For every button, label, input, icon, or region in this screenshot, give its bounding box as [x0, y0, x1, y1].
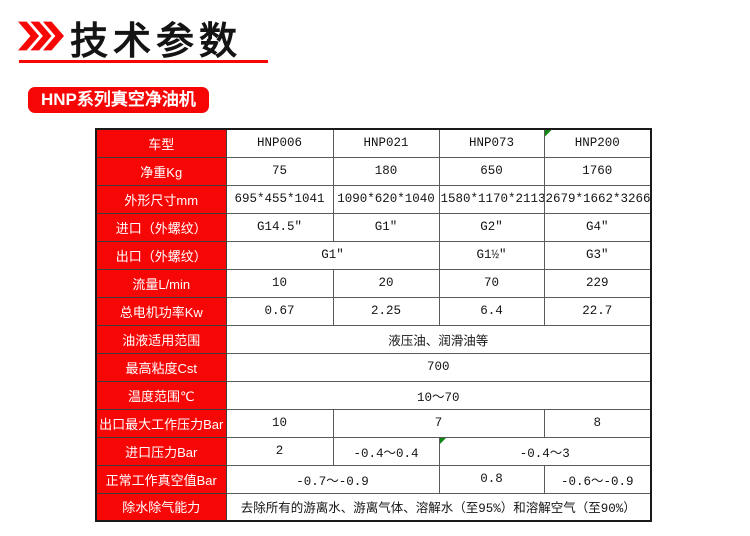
- table-row-dewater-degas: 除水除气能力 去除所有的游离水、游离气体、溶解水（至95%）和溶解空气（至90%…: [95, 492, 652, 522]
- spec-cell: HNP200: [543, 128, 652, 158]
- spec-cell: G1″: [332, 212, 440, 242]
- row-label: 总电机功率Kw: [95, 296, 227, 326]
- title-underline: [19, 60, 268, 63]
- row-label: 车型: [95, 128, 227, 158]
- spec-cell: 75: [225, 156, 334, 186]
- spec-cell: 1580*1170*2113: [438, 184, 545, 214]
- table-row-max-outlet-pressure: 出口最大工作压力Bar 10 7 8: [95, 408, 652, 438]
- spec-cell: 2: [225, 436, 334, 466]
- spec-cell-text: -0.4～3: [519, 446, 570, 461]
- spec-cell: 0.67: [225, 296, 334, 326]
- table-row-motor-power: 总电机功率Kw 0.67 2.25 6.4 22.7: [95, 296, 652, 326]
- spec-cell: -0.6～-0.9: [543, 464, 652, 494]
- spec-cell: 液压油、润滑油等: [225, 324, 652, 354]
- spec-cell: 2679*1662*3266: [543, 184, 652, 214]
- row-label: 外形尺寸mm: [95, 184, 227, 214]
- spec-cell: HNP073: [438, 128, 545, 158]
- spec-cell: 229: [543, 268, 652, 298]
- page-title: 技术参数: [70, 21, 243, 63]
- table-row-vacuum-value: 正常工作真空值Bar -0.7～-0.9 0.8 -0.6～-0.9: [95, 464, 652, 494]
- table-row-dimensions: 外形尺寸mm 695*455*1041 1090*620*1040 1580*1…: [95, 184, 652, 214]
- spec-cell: 650: [438, 156, 545, 186]
- spec-cell: 180: [332, 156, 440, 186]
- table-row-inlet-thread: 进口（外螺纹） G14.5″ G1″ G2″ G4″: [95, 212, 652, 242]
- table-row-temp-range: 温度范围℃ 10～70: [95, 380, 652, 410]
- spec-cell: G1½″: [438, 240, 545, 270]
- spec-cell: 6.4: [438, 296, 545, 326]
- spec-cell: 695*455*1041: [225, 184, 334, 214]
- spec-cell: 10～70: [225, 380, 652, 410]
- row-label: 出口（外螺纹）: [95, 240, 227, 270]
- spec-cell: 7: [332, 408, 545, 438]
- spec-cell: G1″: [225, 240, 440, 270]
- table-row-outlet-thread: 出口（外螺纹） G1″ G1½″ G3″: [95, 240, 652, 270]
- spec-cell: 2.25: [332, 296, 440, 326]
- table-row-max-viscosity: 最高粘度Cst 700: [95, 352, 652, 382]
- spec-cell: 1760: [543, 156, 652, 186]
- spec-cell: -0.4～0.4: [332, 436, 440, 466]
- spec-cell-text: HNP200: [574, 136, 620, 151]
- row-label: 出口最大工作压力Bar: [95, 408, 227, 438]
- row-label: 进口压力Bar: [95, 436, 227, 466]
- spec-cell: 22.7: [543, 296, 652, 326]
- spec-cell: -0.7～-0.9: [225, 464, 440, 494]
- spec-cell: 0.8: [438, 464, 545, 494]
- spec-cell: -0.4～3: [438, 436, 652, 466]
- spec-cell: 10: [225, 408, 334, 438]
- comment-marker-icon: [440, 438, 447, 445]
- spec-cell: 8: [543, 408, 652, 438]
- spec-cell: 去除所有的游离水、游离气体、溶解水（至95%）和溶解空气（至90%）: [225, 492, 652, 522]
- row-label: 正常工作真空值Bar: [95, 464, 227, 494]
- table-row-oil-range: 油液适用范围 液压油、润滑油等: [95, 324, 652, 354]
- table-row-weight: 净重Kg 75 180 650 1760: [95, 156, 652, 186]
- table-row-inlet-pressure: 进口压力Bar 2 -0.4～0.4 -0.4～3: [95, 436, 652, 466]
- spec-cell: HNP021: [332, 128, 440, 158]
- triple-chevron-right-icon: [18, 21, 64, 51]
- row-label: 净重Kg: [95, 156, 227, 186]
- spec-cell: 10: [225, 268, 334, 298]
- comment-marker-icon: [545, 130, 552, 137]
- row-label: 除水除气能力: [95, 492, 227, 522]
- row-label: 流量L/min: [95, 268, 227, 298]
- spec-cell: G2″: [438, 212, 545, 242]
- row-label: 最高粘度Cst: [95, 352, 227, 382]
- series-badge: HNP系列真空净油机: [28, 87, 209, 113]
- row-label: 温度范围℃: [95, 380, 227, 410]
- spec-cell: HNP006: [225, 128, 334, 158]
- spec-cell: 70: [438, 268, 545, 298]
- spec-cell: 700: [225, 352, 652, 382]
- row-label: 油液适用范围: [95, 324, 227, 354]
- spec-cell: G4″: [543, 212, 652, 242]
- table-row-model: 车型 HNP006 HNP021 HNP073 HNP200: [95, 128, 652, 158]
- spec-cell: 1090*620*1040: [332, 184, 440, 214]
- spec-cell: G3″: [543, 240, 652, 270]
- row-label: 进口（外螺纹）: [95, 212, 227, 242]
- spec-cell: 20: [332, 268, 440, 298]
- spec-cell: G14.5″: [225, 212, 334, 242]
- table-row-flow: 流量L/min 10 20 70 229: [95, 268, 652, 298]
- spec-table: 车型 HNP006 HNP021 HNP073 HNP200 净重Kg 75 1…: [95, 128, 652, 522]
